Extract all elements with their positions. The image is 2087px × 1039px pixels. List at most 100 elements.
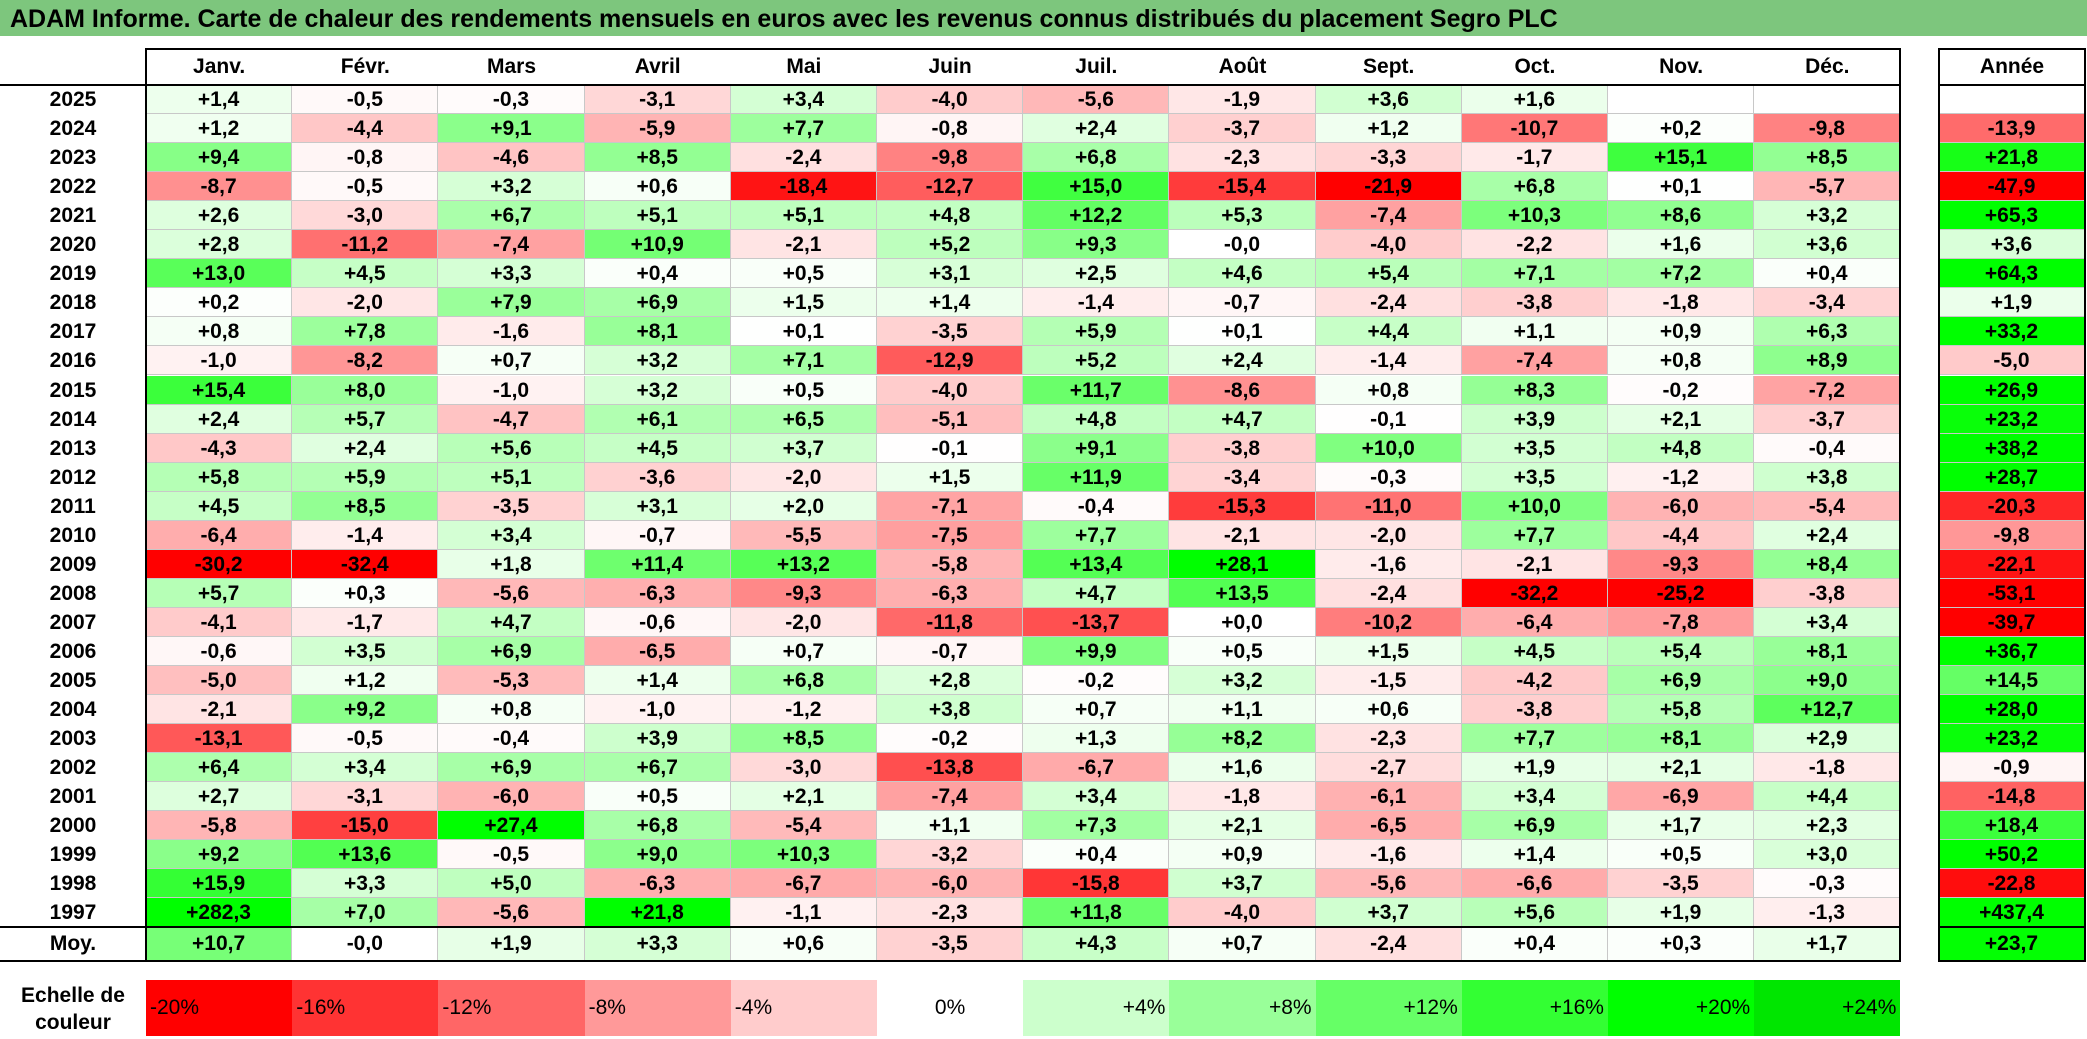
heatmap-cell: -18,4 <box>730 172 877 202</box>
heatmap-cell: -5,1 <box>877 404 1024 434</box>
heatmap-cell: +5,0 <box>438 869 585 899</box>
heatmap-cell: -3,8 <box>1754 578 1901 608</box>
heatmap-cell: +1,4 <box>584 666 731 696</box>
heatmap-cell: -0,7 <box>584 520 731 550</box>
year-label: 2003 <box>49 727 97 751</box>
heatmap-cell: +7,9 <box>438 288 585 318</box>
heatmap-cell: -4,6 <box>438 143 585 173</box>
heatmap-cell: +2,4 <box>292 433 439 463</box>
annual-cell: +26,9 <box>1939 375 2085 405</box>
heatmap-cell: -11,8 <box>877 607 1024 637</box>
heatmap-cell: -6,4 <box>1461 607 1608 637</box>
annual-cell: +65,3 <box>1939 201 2085 231</box>
heatmap-cell: +0,8 <box>1315 375 1462 405</box>
heatmap-cell: +0,7 <box>730 636 877 666</box>
heatmap-cell: +10,0 <box>1461 491 1608 521</box>
heatmap-cell <box>1754 85 1901 115</box>
annual-cell: +21,8 <box>1939 143 2085 173</box>
heatmap-cell: -0,5 <box>438 840 585 870</box>
heatmap-cell: +0,4 <box>1754 259 1901 289</box>
heatmap-cell: +10,0 <box>1315 433 1462 463</box>
annual-cell: +18,4 <box>1939 811 2085 841</box>
heatmap-cell: +5,7 <box>292 404 439 434</box>
heatmap-cell: +282,3 <box>146 898 293 928</box>
heatmap-cell: -6,3 <box>584 578 731 608</box>
heatmap-cell: +6,9 <box>1608 666 1755 696</box>
heatmap-cell: +5,9 <box>292 462 439 492</box>
heatmap-cell: -3,0 <box>292 201 439 231</box>
average-cell: +1,9 <box>438 927 585 962</box>
heatmap-cell: +8,1 <box>1608 724 1755 754</box>
heatmap-cell: -2,3 <box>1169 143 1316 173</box>
heatmap-cell: -32,2 <box>1461 578 1608 608</box>
heatmap-cell: +0,1 <box>730 317 877 347</box>
heatmap-cell: +3,7 <box>1315 898 1462 928</box>
heatmap-cell: -1,0 <box>146 346 293 376</box>
heatmap-cell: +0,9 <box>1169 840 1316 870</box>
average-cell: +3,3 <box>584 927 731 962</box>
month-header: Août <box>1218 55 1267 78</box>
heatmap-cell: +4,4 <box>1315 317 1462 347</box>
heatmap-cell: +0,0 <box>1169 607 1316 637</box>
year-label: 2015 <box>49 378 97 402</box>
annual-cell: +3,6 <box>1939 230 2085 260</box>
heatmap-cell: +8,2 <box>1169 724 1316 754</box>
heatmap-cell: +11,4 <box>584 549 731 579</box>
heatmap-cell: +0,6 <box>1315 695 1462 725</box>
annual-cell: -5,0 <box>1939 346 2085 376</box>
heatmap-cell: +12,7 <box>1754 695 1901 725</box>
heatmap-cell: +4,5 <box>146 491 293 521</box>
heatmap-cell: -5,4 <box>1754 491 1901 521</box>
heatmap-cell: +4,8 <box>1023 404 1170 434</box>
year-label: 2020 <box>49 233 97 257</box>
heatmap-cell: +12,2 <box>1023 201 1170 231</box>
heatmap-cell: -2,2 <box>1461 230 1608 260</box>
heatmap-cell: +0,4 <box>584 259 731 289</box>
heatmap-cell: +6,8 <box>1461 172 1608 202</box>
year-label: 2022 <box>49 175 97 199</box>
heatmap-cell: +8,6 <box>1608 201 1755 231</box>
heatmap-cell: +8,1 <box>1754 636 1901 666</box>
heatmap-cell: -0,0 <box>1169 230 1316 260</box>
heatmap-cell: -1,6 <box>1315 549 1462 579</box>
heatmap-cell: +8,5 <box>584 143 731 173</box>
heatmap-cell: +8,0 <box>292 375 439 405</box>
heatmap-cell: -1,3 <box>1754 898 1901 928</box>
annual-cell: +23,2 <box>1939 404 2085 434</box>
heatmap-cell: +0,6 <box>584 172 731 202</box>
heatmap-cell: -15,0 <box>292 811 439 841</box>
heatmap-cell: +1,5 <box>730 288 877 318</box>
heatmap-cell: -12,9 <box>877 346 1024 376</box>
heatmap-cell: -0,6 <box>146 636 293 666</box>
annual-cell: +33,2 <box>1939 317 2085 347</box>
heatmap-cell: -15,8 <box>1023 869 1170 899</box>
average-cell: +0,3 <box>1608 927 1755 962</box>
heatmap-cell: +2,8 <box>146 230 293 260</box>
color-scale-swatch: +20% <box>1608 980 1755 1036</box>
heatmap-cell: +7,7 <box>730 114 877 144</box>
year-label: 2012 <box>49 465 97 489</box>
year-label: 2009 <box>49 552 97 576</box>
heatmap-cell: +2,4 <box>1169 346 1316 376</box>
heatmap-cell: -2,3 <box>1315 724 1462 754</box>
heatmap-cell: +7,1 <box>730 346 877 376</box>
header-separator <box>0 84 1901 86</box>
heatmap-cell: +5,2 <box>1023 346 1170 376</box>
heatmap-cell: -2,7 <box>1315 753 1462 783</box>
heatmap-cell: +1,9 <box>1461 753 1608 783</box>
heatmap-cell: +3,9 <box>1461 404 1608 434</box>
heatmap-cell: -30,2 <box>146 549 293 579</box>
heatmap-cell: -9,3 <box>730 578 877 608</box>
month-header: Avril <box>634 55 681 78</box>
heatmap-cell: -2,0 <box>1315 520 1462 550</box>
heatmap-cell: +9,1 <box>1023 433 1170 463</box>
heatmap-cell: -5,6 <box>438 578 585 608</box>
year-label: 2001 <box>49 785 97 809</box>
heatmap-cell: -0,4 <box>438 724 585 754</box>
heatmap-cell: -3,4 <box>1169 462 1316 492</box>
year-label: 1999 <box>49 843 97 867</box>
heatmap-cell: +9,9 <box>1023 636 1170 666</box>
average-cell: +4,3 <box>1023 927 1170 962</box>
heatmap-cell: +0,4 <box>1023 840 1170 870</box>
heatmap-cell: +1,6 <box>1608 230 1755 260</box>
